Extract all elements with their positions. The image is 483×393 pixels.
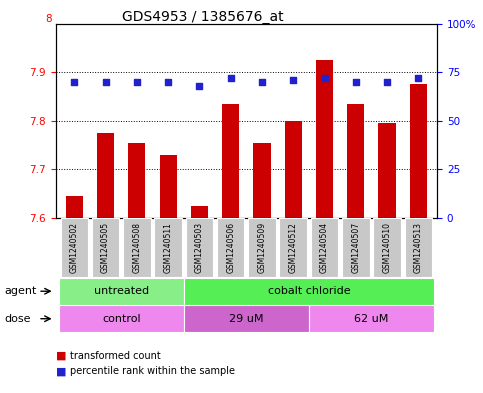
Bar bbox=[128, 143, 145, 218]
Bar bbox=[405, 218, 432, 277]
Bar bbox=[316, 60, 333, 218]
Bar bbox=[373, 218, 401, 277]
Bar bbox=[184, 305, 309, 332]
Text: GSM1240504: GSM1240504 bbox=[320, 222, 329, 273]
Bar bbox=[284, 121, 302, 218]
Text: untreated: untreated bbox=[94, 286, 149, 296]
Point bbox=[164, 79, 172, 85]
Point bbox=[289, 77, 297, 83]
Point bbox=[414, 75, 422, 81]
Text: dose: dose bbox=[5, 314, 31, 324]
Bar bbox=[347, 104, 364, 218]
Bar bbox=[222, 104, 239, 218]
Text: GSM1240503: GSM1240503 bbox=[195, 222, 204, 273]
Text: 8: 8 bbox=[45, 14, 52, 24]
Text: ■: ■ bbox=[56, 366, 66, 376]
Text: GDS4953 / 1385676_at: GDS4953 / 1385676_at bbox=[122, 10, 284, 24]
Bar bbox=[159, 155, 177, 218]
Bar bbox=[97, 133, 114, 218]
Text: GSM1240509: GSM1240509 bbox=[257, 222, 267, 273]
Bar bbox=[342, 218, 369, 277]
Point bbox=[227, 75, 235, 81]
Bar bbox=[58, 278, 184, 305]
Point bbox=[321, 75, 328, 81]
Point bbox=[196, 83, 203, 89]
Bar bbox=[280, 218, 307, 277]
Text: GSM1240513: GSM1240513 bbox=[414, 222, 423, 273]
Bar bbox=[155, 218, 182, 277]
Text: GSM1240508: GSM1240508 bbox=[132, 222, 142, 273]
Text: ■: ■ bbox=[56, 351, 66, 361]
Text: GSM1240505: GSM1240505 bbox=[101, 222, 110, 273]
Point bbox=[102, 79, 110, 85]
Point bbox=[258, 79, 266, 85]
Bar bbox=[254, 143, 270, 218]
Text: percentile rank within the sample: percentile rank within the sample bbox=[70, 366, 235, 376]
Point bbox=[352, 79, 360, 85]
Text: GSM1240512: GSM1240512 bbox=[289, 222, 298, 273]
Text: agent: agent bbox=[5, 286, 37, 296]
Bar bbox=[92, 218, 119, 277]
Bar bbox=[123, 218, 151, 277]
Bar bbox=[191, 206, 208, 218]
Text: cobalt chloride: cobalt chloride bbox=[268, 286, 350, 296]
Bar bbox=[185, 218, 213, 277]
Text: GSM1240511: GSM1240511 bbox=[164, 222, 172, 273]
Point bbox=[383, 79, 391, 85]
Text: GSM1240510: GSM1240510 bbox=[383, 222, 392, 273]
Bar bbox=[184, 278, 434, 305]
Text: transformed count: transformed count bbox=[70, 351, 161, 361]
Bar bbox=[248, 218, 276, 277]
Text: control: control bbox=[102, 314, 141, 324]
Bar bbox=[379, 123, 396, 218]
Text: GSM1240502: GSM1240502 bbox=[70, 222, 79, 273]
Bar bbox=[311, 218, 338, 277]
Bar bbox=[410, 84, 427, 218]
Point bbox=[71, 79, 78, 85]
Text: 29 uM: 29 uM bbox=[229, 314, 264, 324]
Text: GSM1240506: GSM1240506 bbox=[226, 222, 235, 273]
Point bbox=[133, 79, 141, 85]
Bar bbox=[58, 305, 184, 332]
Text: GSM1240507: GSM1240507 bbox=[351, 222, 360, 273]
Bar bbox=[66, 196, 83, 218]
Text: 62 uM: 62 uM bbox=[354, 314, 389, 324]
Bar bbox=[60, 218, 88, 277]
Bar bbox=[309, 305, 434, 332]
Bar bbox=[217, 218, 244, 277]
